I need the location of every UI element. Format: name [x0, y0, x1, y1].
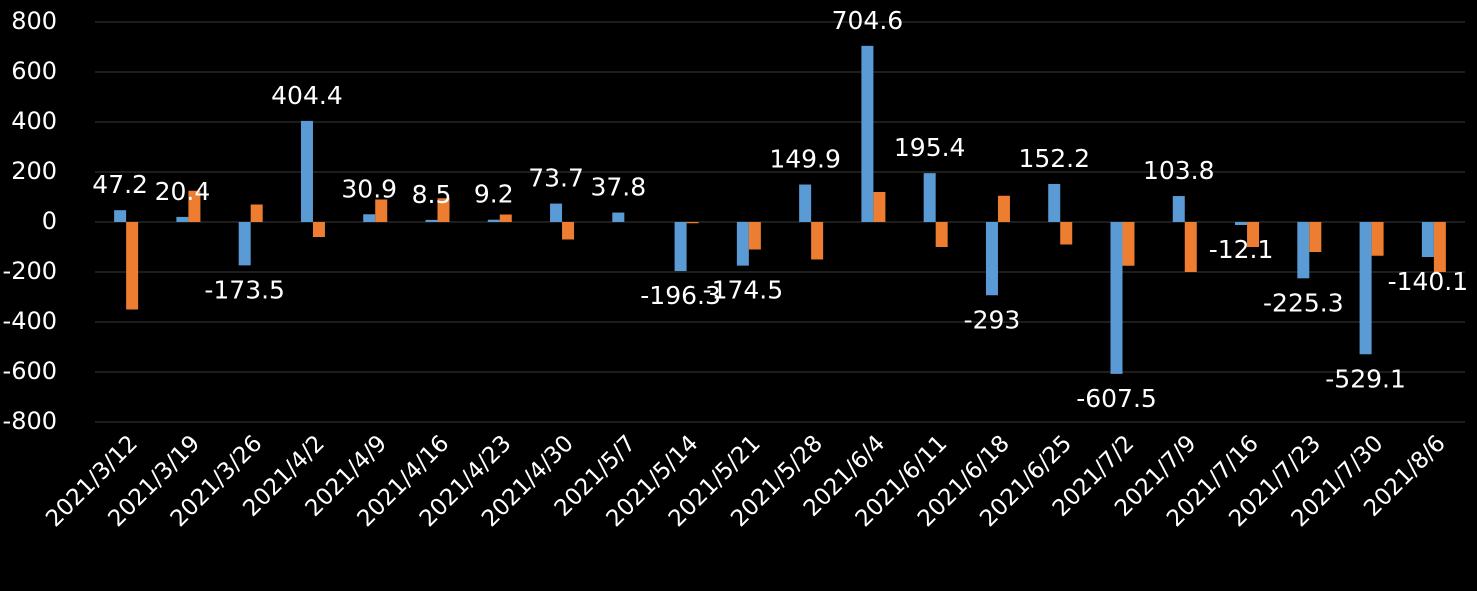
bar	[1359, 222, 1372, 355]
bar	[487, 219, 500, 222]
bar	[1433, 222, 1446, 272]
data-label: 152.2	[1018, 144, 1090, 173]
bar	[748, 222, 761, 250]
data-label: -12.1	[1209, 235, 1274, 264]
bar	[250, 204, 263, 222]
data-label: -196.3	[640, 281, 721, 310]
y-tick-label: 600	[11, 57, 57, 85]
bar	[612, 212, 625, 222]
y-tick-label: 0	[42, 207, 57, 235]
data-label: 195.4	[894, 133, 966, 162]
bar	[238, 222, 251, 266]
bar	[1297, 222, 1310, 279]
bar	[1247, 222, 1260, 247]
bar	[1060, 222, 1073, 245]
bar	[686, 222, 699, 224]
bar	[126, 222, 139, 310]
bar	[1110, 222, 1123, 374]
data-label: 9.2	[474, 180, 514, 209]
bar	[300, 120, 313, 222]
bar	[799, 184, 812, 222]
bar	[985, 222, 998, 296]
data-label: 30.9	[341, 174, 397, 203]
data-label: -225.3	[1263, 288, 1344, 317]
data-label: 8.5	[412, 180, 452, 209]
bar	[312, 222, 325, 237]
data-label: -293	[964, 305, 1021, 334]
bar	[1048, 183, 1061, 222]
bar	[1184, 222, 1197, 272]
y-tick-label: 400	[11, 107, 57, 135]
data-label: -607.5	[1076, 384, 1157, 413]
bar	[499, 214, 512, 222]
bar	[1235, 222, 1248, 226]
y-tick-label: 200	[11, 157, 57, 185]
bar	[811, 222, 824, 260]
y-tick-label: -400	[3, 307, 57, 335]
bar	[873, 192, 886, 222]
bar	[1172, 196, 1185, 222]
data-label: -174.5	[703, 276, 784, 305]
data-label: -173.5	[204, 275, 285, 304]
data-label: 103.8	[1143, 156, 1215, 185]
bar	[437, 198, 450, 222]
bar	[562, 222, 575, 240]
bar	[375, 199, 388, 222]
bar	[923, 173, 936, 222]
bar	[674, 222, 687, 272]
data-label: 404.4	[271, 81, 343, 110]
bar	[1122, 222, 1135, 266]
bar	[1309, 222, 1322, 252]
bar	[425, 219, 438, 222]
bar	[550, 203, 563, 222]
bar	[188, 190, 201, 222]
y-tick-label: -200	[3, 257, 57, 285]
data-label: 47.2	[92, 170, 148, 199]
bar	[176, 216, 189, 222]
bar	[935, 222, 948, 247]
data-label: 149.9	[769, 145, 841, 174]
y-tick-label: -800	[3, 407, 57, 435]
data-label: 37.8	[590, 173, 646, 202]
bar	[363, 214, 376, 222]
bar	[736, 222, 749, 266]
bar	[997, 195, 1010, 222]
y-tick-label: -600	[3, 357, 57, 385]
data-label: 73.7	[528, 164, 584, 193]
data-label: -140.1	[1388, 267, 1469, 296]
bar	[1371, 222, 1384, 256]
bar	[861, 45, 874, 222]
y-tick-label: 800	[11, 7, 57, 35]
data-label: 704.6	[832, 6, 904, 35]
bar	[1421, 222, 1434, 258]
data-label: -529.1	[1325, 364, 1406, 393]
bar	[114, 210, 127, 222]
data-label: 20.4	[155, 177, 211, 206]
